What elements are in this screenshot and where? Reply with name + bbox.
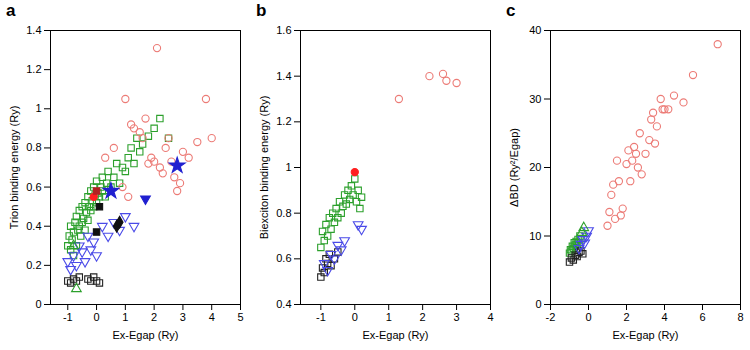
svg-text:Ex-Egap (Ry): Ex-Egap (Ry) <box>362 329 428 341</box>
svg-text:0.4: 0.4 <box>26 220 41 232</box>
svg-text:5: 5 <box>237 311 243 323</box>
svg-text:1: 1 <box>35 102 41 114</box>
svg-text:Biexciton binding energy (Ry): Biexciton binding energy (Ry) <box>258 96 270 240</box>
svg-text:30: 30 <box>529 93 541 105</box>
svg-text:0: 0 <box>35 298 41 310</box>
svg-text:ΔBD (Ry²/Egap): ΔBD (Ry²/Egap) <box>508 128 520 207</box>
svg-text:20: 20 <box>529 161 541 173</box>
svg-text:3: 3 <box>454 311 460 323</box>
svg-text:-2: -2 <box>546 311 556 323</box>
svg-text:Ex-Egap (Ry): Ex-Egap (Ry) <box>612 329 678 341</box>
svg-text:1: 1 <box>386 311 392 323</box>
svg-text:0.2: 0.2 <box>26 259 41 271</box>
svg-text:0.8: 0.8 <box>26 141 41 153</box>
svg-text:4: 4 <box>487 311 493 323</box>
svg-text:2: 2 <box>151 311 157 323</box>
svg-text:2: 2 <box>623 311 629 323</box>
html-text:c: c <box>506 1 516 20</box>
html-text:a: a <box>6 1 16 20</box>
svg-text:8: 8 <box>737 311 743 323</box>
html-text:b: b <box>256 1 267 20</box>
svg-text:0: 0 <box>352 311 358 323</box>
svg-text:0: 0 <box>585 311 591 323</box>
svg-text:1.4: 1.4 <box>276 70 291 82</box>
svg-text:-1: -1 <box>63 311 73 323</box>
svg-text:Ex-Egap (Ry): Ex-Egap (Ry) <box>112 329 178 341</box>
svg-text:1.4: 1.4 <box>26 24 41 36</box>
svg-text:4: 4 <box>209 311 215 323</box>
svg-text:0: 0 <box>93 311 99 323</box>
svg-text:4: 4 <box>661 311 667 323</box>
svg-text:-1: -1 <box>316 311 326 323</box>
svg-text:1: 1 <box>122 311 128 323</box>
svg-text:0: 0 <box>535 298 541 310</box>
svg-text:10: 10 <box>529 230 541 242</box>
svg-text:0.4: 0.4 <box>276 298 291 310</box>
svg-text:1: 1 <box>285 161 291 173</box>
svg-text:1.2: 1.2 <box>26 63 41 75</box>
svg-text:1.6: 1.6 <box>276 24 291 36</box>
svg-text:3: 3 <box>180 311 186 323</box>
svg-text:2: 2 <box>420 311 426 323</box>
svg-text:Trion binding energy (Ry): Trion binding energy (Ry) <box>8 106 20 230</box>
svg-text:40: 40 <box>529 24 541 36</box>
svg-text:0.6: 0.6 <box>276 252 291 264</box>
svg-text:0.6: 0.6 <box>26 181 41 193</box>
svg-text:1.2: 1.2 <box>276 115 291 127</box>
svg-text:6: 6 <box>699 311 705 323</box>
svg-text:0.8: 0.8 <box>276 207 291 219</box>
